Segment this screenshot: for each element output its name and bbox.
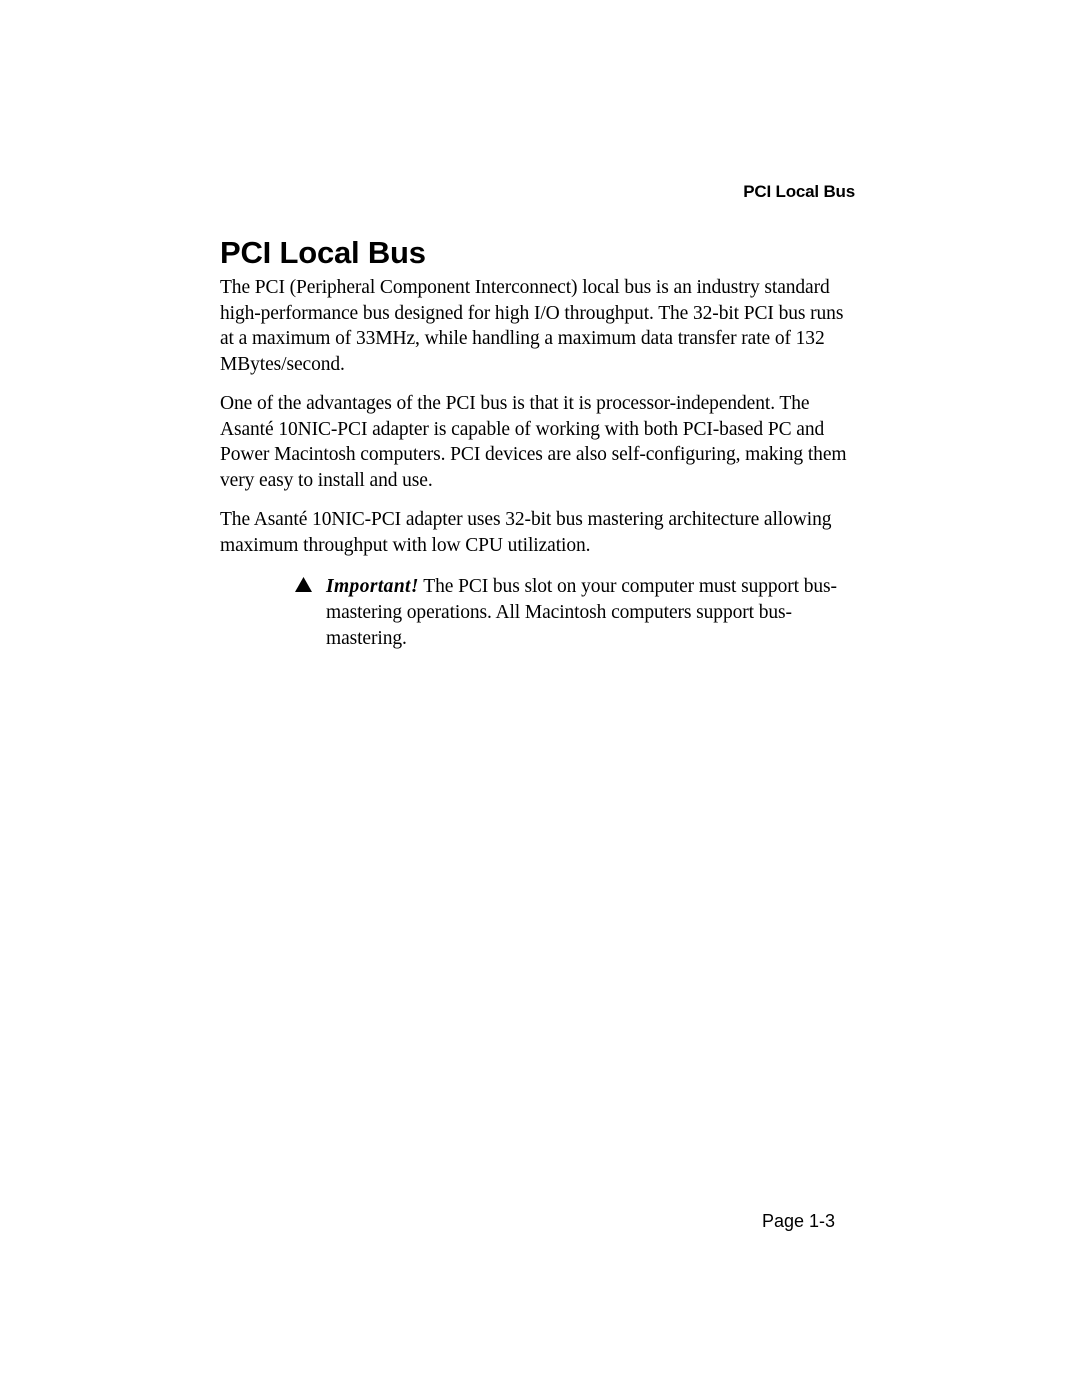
triangle-up-icon bbox=[295, 577, 312, 597]
page-number: Page 1-3 bbox=[762, 1211, 835, 1232]
body-paragraph: The PCI (Peripheral Component Interconne… bbox=[220, 275, 860, 378]
note-label: Important! bbox=[326, 576, 419, 597]
main-content: PCI Local Bus The PCI (Peripheral Compon… bbox=[220, 235, 860, 652]
body-paragraph: One of the advantages of the PCI bus is … bbox=[220, 391, 860, 494]
note-text: Important! The PCI bus slot on your comp… bbox=[326, 574, 850, 651]
running-header: PCI Local Bus bbox=[743, 182, 855, 202]
section-title: PCI Local Bus bbox=[220, 235, 860, 271]
important-note: Important! The PCI bus slot on your comp… bbox=[295, 574, 850, 651]
document-page: PCI Local Bus PCI Local Bus The PCI (Per… bbox=[0, 0, 1080, 1397]
body-paragraph: The Asanté 10NIC-PCI adapter uses 32-bit… bbox=[220, 507, 860, 558]
